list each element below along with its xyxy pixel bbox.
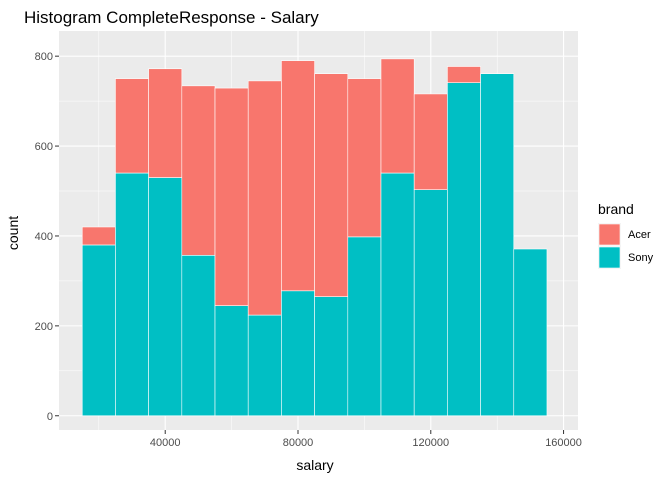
bar-acer	[413, 93, 448, 190]
y-tick-label: 200	[35, 321, 53, 333]
bar-acer	[181, 85, 216, 256]
bar-sony	[115, 172, 149, 417]
bar-sony	[413, 189, 448, 417]
bar-sony	[314, 296, 349, 417]
y-tick-label: 600	[35, 141, 53, 153]
bar-acer	[347, 78, 382, 238]
bar-sony	[81, 244, 116, 417]
bar-acer	[281, 60, 315, 292]
x-tick-label: 80000	[283, 437, 314, 449]
bar-sony	[380, 172, 415, 417]
x-axis-title: salary	[296, 457, 333, 473]
legend: brand Acer Sony	[598, 201, 654, 269]
y-tick-label: 0	[47, 411, 53, 423]
bar-sony	[148, 177, 183, 417]
bar-sony	[214, 305, 249, 417]
bar-acer	[380, 58, 415, 174]
bar-acer	[214, 87, 249, 306]
bar-acer	[115, 78, 149, 174]
bar-acer	[148, 68, 183, 178]
bar-sony	[513, 248, 548, 417]
x-tick-label: 120000	[412, 437, 449, 449]
legend-label-acer: Acer	[628, 229, 651, 241]
y-axis: 0 200 400 600 800	[35, 51, 59, 423]
bar-sony	[347, 236, 382, 417]
y-tick-label: 800	[35, 51, 53, 63]
bar-acer	[247, 80, 282, 316]
bar-sony	[480, 73, 515, 417]
bar-acer	[314, 73, 349, 297]
legend-key-sony	[598, 246, 621, 269]
bar-acer	[81, 226, 116, 246]
x-tick-label: 160000	[545, 437, 582, 449]
histogram-bars	[81, 58, 548, 417]
x-axis: 40000 80000 120000 160000	[150, 430, 582, 449]
bar-sony	[181, 254, 216, 417]
chart-title: Histogram CompleteResponse - Salary	[24, 8, 319, 27]
bar-sony	[247, 314, 282, 417]
bar-sony	[447, 82, 481, 417]
legend-label-sony: Sony	[628, 252, 654, 264]
bar-sony	[281, 290, 315, 417]
legend-key-acer	[598, 223, 621, 246]
y-axis-title: count	[5, 216, 21, 250]
bar-acer	[447, 66, 481, 83]
y-tick-label: 400	[35, 231, 53, 243]
legend-title: brand	[598, 201, 634, 217]
x-tick-label: 40000	[150, 437, 181, 449]
